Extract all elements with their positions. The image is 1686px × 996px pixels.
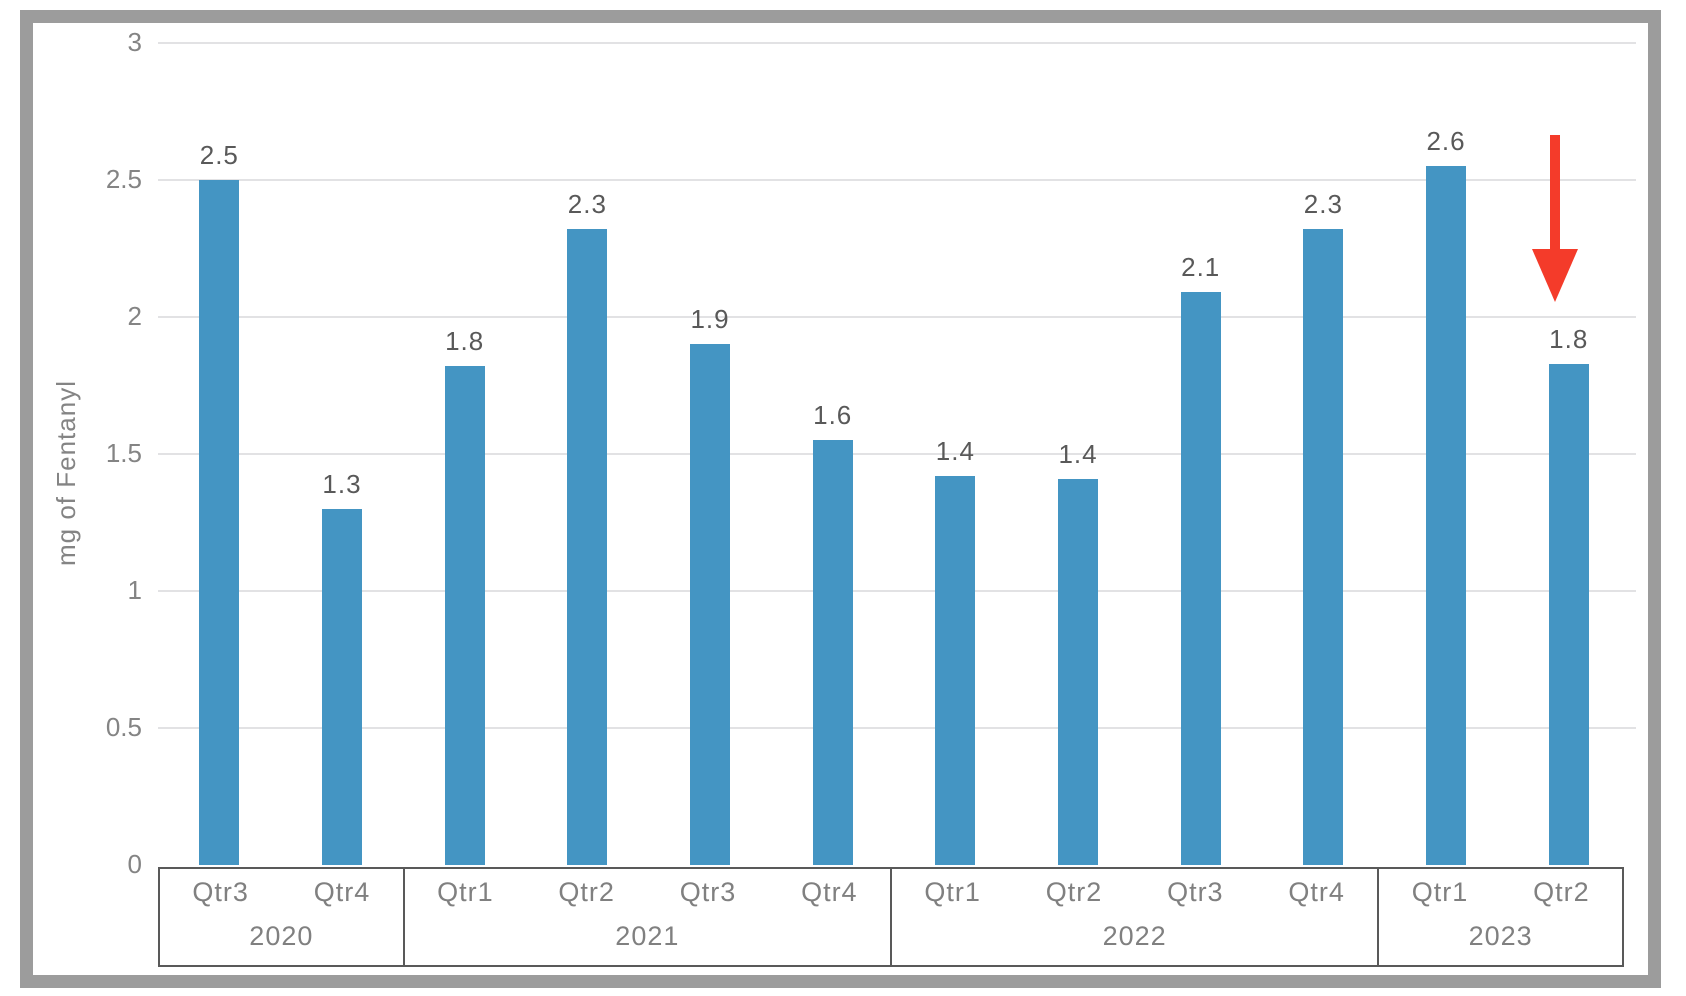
- bar: [199, 180, 240, 865]
- y-tick-label: 1.5: [105, 438, 142, 468]
- bar: [812, 440, 853, 865]
- bar-slot: 1.4: [894, 43, 1017, 865]
- x-tick-quarter: Qtr2: [1045, 877, 1103, 908]
- y-tick-label: 3: [127, 27, 142, 57]
- x-tick-quarter: Qtr4: [801, 877, 858, 908]
- bar-slot: 2.1: [1139, 43, 1262, 865]
- y-tick-label: 0.5: [105, 712, 142, 743]
- bar-slot: 1.8: [1507, 43, 1630, 865]
- bar: [322, 508, 362, 865]
- x-tick-year: 2022: [1102, 921, 1167, 952]
- bar-slot: 1.9: [649, 43, 772, 865]
- chart-frame: mg of Fentanyl 3 2.5 2 1.5 1 0.5 0 2.5 1.3 1.8 2.3…: [20, 10, 1661, 988]
- y-tick-label: 2.5: [105, 164, 142, 194]
- bar-value-label: 2.5: [199, 140, 239, 170]
- bar-value-label: 1.4: [935, 435, 975, 466]
- bar: [935, 475, 976, 865]
- bar-slot: 1.3: [281, 43, 404, 865]
- x-tick-quarter: Qtr4: [313, 877, 371, 908]
- bar-value-label: 2.3: [1303, 189, 1343, 220]
- gridline: [158, 453, 1636, 455]
- y-tick-label: 0: [127, 849, 142, 879]
- x-tick-quarter: Qtr1: [924, 877, 981, 908]
- year-group: Qtr1 Qtr2 Qtr3 Qtr4 2022: [890, 869, 1377, 965]
- x-tick-quarter: Qtr3: [192, 877, 249, 908]
- bar-slot: 2.3: [526, 43, 649, 865]
- quarter-row: Qtr1 Qtr2 Qtr3 Qtr4: [892, 869, 1377, 916]
- bar-slot: 1.8: [403, 43, 526, 865]
- y-tick-label: 1: [127, 575, 142, 606]
- bar: [1426, 166, 1467, 865]
- year-group: Qtr1 Qtr2 Qtr3 Qtr4 2021: [402, 869, 890, 965]
- quarter-row: Qtr1 Qtr2 Qtr3 Qtr4: [405, 869, 890, 916]
- bar-slot: 1.4: [1017, 43, 1140, 865]
- bar-value-label: 2.3: [567, 189, 607, 220]
- bar-value-label: 1.9: [690, 304, 730, 335]
- x-tick-year: 2020: [249, 921, 314, 952]
- x-tick-quarter: Qtr1: [1411, 877, 1469, 908]
- bar-value-label: 2.1: [1181, 252, 1221, 283]
- bar-value-label: 1.4: [1058, 438, 1098, 469]
- bar-slot: 2.6: [1385, 43, 1508, 865]
- bar-slot: 2.5: [158, 43, 281, 865]
- bar: [1058, 478, 1099, 865]
- x-tick-quarter: Qtr3: [1167, 877, 1224, 908]
- bar: [444, 366, 485, 865]
- bar-slot: 1.6: [771, 43, 894, 865]
- red-down-arrow-icon: [1531, 135, 1578, 302]
- bar: [1303, 229, 1344, 865]
- gridline: [158, 42, 1636, 44]
- bars-row: 2.5 1.3 1.8 2.3 1.9 1.6 1.4 1.4 2.1 2.3 2.6 1.8: [158, 43, 1630, 865]
- gridline: [158, 316, 1636, 319]
- gridline: [158, 179, 1636, 181]
- bar: [1548, 363, 1589, 865]
- bar-slot: 2.3: [1262, 43, 1385, 865]
- bar-value-label: 1.8: [1549, 323, 1589, 354]
- year-group: Qtr1 Qtr2 2023: [1377, 869, 1622, 965]
- bar: [690, 344, 731, 865]
- y-axis-title: mg of Fentanyl: [51, 380, 81, 566]
- bar-value-label: 1.8: [445, 326, 485, 357]
- plot-area: 3 2.5 2 1.5 1 0.5 0 2.5 1.3 1.8 2.3 1.9 1.6 1.4 1.4 2.1…: [106, 28, 1636, 878]
- bar-value-label: 1.6: [813, 400, 853, 431]
- x-tick-year: 2021: [615, 921, 680, 952]
- x-tick-quarter: Qtr1: [437, 877, 494, 908]
- bar: [1180, 292, 1221, 865]
- x-tick-quarter: Qtr3: [679, 877, 737, 908]
- bar: [567, 229, 608, 865]
- gridline: [158, 727, 1636, 730]
- x-tick-year: 2023: [1468, 921, 1533, 952]
- bar-value-label: 2.6: [1426, 126, 1466, 157]
- bar-value-label: 1.3: [322, 468, 362, 499]
- quarter-row: Qtr1 Qtr2: [1379, 869, 1622, 916]
- x-tick-quarter: Qtr2: [1533, 877, 1590, 908]
- x-axis-table: Qtr3 Qtr4 2020 Qtr1 Qtr2 Qtr3 Qtr4 2021 Qtr1 Qtr2…: [158, 867, 1624, 967]
- x-tick-quarter: Qtr2: [558, 877, 615, 908]
- x-tick-quarter: Qtr4: [1288, 877, 1345, 908]
- year-group: Qtr3 Qtr4 2020: [160, 869, 403, 965]
- quarter-row: Qtr3 Qtr4: [160, 869, 403, 916]
- y-tick-label: 2: [127, 301, 142, 332]
- gridline: [158, 590, 1636, 593]
